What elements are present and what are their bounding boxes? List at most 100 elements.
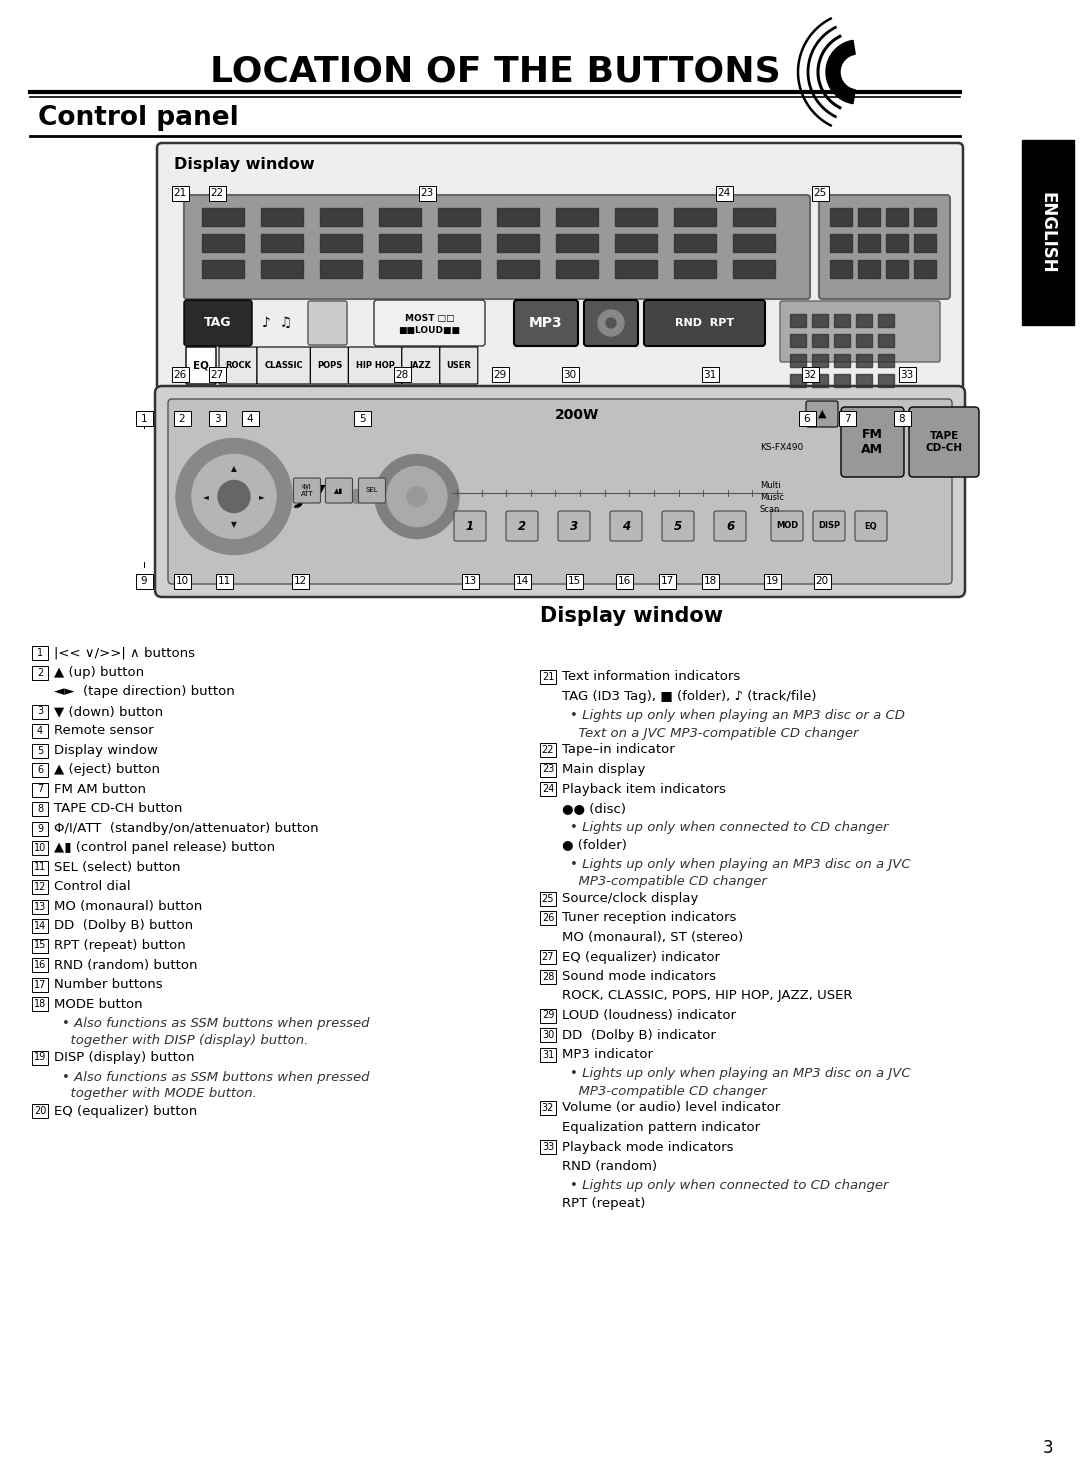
Text: 7: 7	[37, 785, 43, 795]
FancyBboxPatch shape	[610, 511, 642, 542]
Bar	[261, 208, 303, 225]
Text: 8: 8	[899, 413, 905, 423]
Text: Display window: Display window	[540, 606, 723, 627]
Text: Φ/I/ATT  (standby/on/attenuator) button: Φ/I/ATT (standby/on/attenuator) button	[54, 821, 319, 834]
FancyBboxPatch shape	[644, 300, 765, 346]
Text: 24: 24	[717, 189, 731, 199]
Text: 2: 2	[178, 413, 186, 423]
Text: 31: 31	[542, 1050, 554, 1060]
FancyBboxPatch shape	[168, 400, 951, 584]
Text: • Lights up only when playing an MP3 disc on a JVC: • Lights up only when playing an MP3 dis…	[570, 858, 910, 871]
Bar	[789, 354, 806, 367]
Text: FM
AM: FM AM	[861, 427, 883, 455]
FancyBboxPatch shape	[156, 386, 966, 597]
Text: FM AM button: FM AM button	[54, 783, 146, 796]
Bar	[32, 938, 48, 953]
Text: 33: 33	[542, 1142, 554, 1152]
Text: DD  (Dolby B) indicator: DD (Dolby B) indicator	[562, 1029, 716, 1041]
FancyBboxPatch shape	[806, 401, 838, 427]
Text: ▲: ▲	[231, 464, 237, 473]
Circle shape	[350, 489, 364, 504]
Bar	[32, 725, 48, 738]
Text: 3: 3	[214, 413, 220, 423]
FancyBboxPatch shape	[841, 407, 904, 477]
Bar	[32, 1104, 48, 1118]
FancyBboxPatch shape	[780, 302, 940, 362]
Bar	[733, 234, 775, 252]
Bar	[812, 354, 828, 367]
Bar	[32, 880, 48, 895]
Bar	[540, 911, 556, 925]
Text: 13: 13	[463, 577, 476, 587]
FancyBboxPatch shape	[454, 511, 486, 542]
Text: POPS: POPS	[316, 362, 342, 370]
Bar	[540, 969, 556, 984]
Bar	[540, 763, 556, 776]
Bar	[379, 208, 421, 225]
Bar	[32, 744, 48, 757]
Text: 6: 6	[804, 413, 810, 423]
Text: 24: 24	[542, 785, 554, 793]
Text: 22: 22	[542, 745, 554, 755]
Text: ROCK, CLASSIC, POPS, HIP HOP, JAZZ, USER: ROCK, CLASSIC, POPS, HIP HOP, JAZZ, USER	[562, 990, 852, 1003]
Bar	[208, 186, 226, 201]
Text: LOCATION OF THE BUTTONS: LOCATION OF THE BUTTONS	[210, 56, 781, 89]
Text: KS-FX490: KS-FX490	[760, 444, 804, 452]
Bar	[32, 782, 48, 796]
Text: SEL: SEL	[366, 488, 378, 493]
Text: 33: 33	[901, 369, 914, 379]
Circle shape	[407, 486, 427, 507]
Bar	[858, 261, 880, 278]
Bar	[615, 234, 657, 252]
Bar	[789, 313, 806, 326]
Bar	[834, 334, 850, 347]
Text: 19: 19	[33, 1053, 46, 1063]
Bar	[32, 997, 48, 1012]
Bar	[615, 208, 657, 225]
Bar	[32, 1051, 48, 1064]
Text: 21: 21	[542, 672, 554, 682]
Bar	[135, 411, 152, 426]
FancyBboxPatch shape	[771, 511, 804, 542]
Bar	[556, 234, 598, 252]
FancyBboxPatch shape	[294, 479, 321, 504]
Bar	[813, 574, 831, 589]
Bar	[32, 957, 48, 972]
Text: Text on a JVC MP3-compatible CD changer: Text on a JVC MP3-compatible CD changer	[570, 726, 859, 739]
Bar	[202, 261, 244, 278]
Bar	[886, 261, 908, 278]
Text: 20: 20	[815, 577, 828, 587]
Bar	[858, 208, 880, 225]
Text: LOUD (loudness) indicator: LOUD (loudness) indicator	[562, 1009, 735, 1022]
Bar	[32, 840, 48, 855]
Text: DD  (Dolby B) button: DD (Dolby B) button	[54, 919, 193, 933]
Bar	[513, 574, 530, 589]
FancyBboxPatch shape	[819, 195, 950, 299]
Bar	[715, 186, 732, 201]
Text: ▲ (eject) button: ▲ (eject) button	[54, 764, 160, 776]
Bar	[856, 334, 872, 347]
Bar	[789, 334, 806, 347]
Text: 6: 6	[37, 766, 43, 774]
Circle shape	[606, 318, 616, 328]
FancyBboxPatch shape	[308, 302, 347, 346]
Text: 11: 11	[217, 577, 231, 587]
Bar	[886, 234, 908, 252]
Text: Multi
Music
Scan: Multi Music Scan	[760, 482, 784, 514]
Text: 17: 17	[33, 979, 46, 990]
FancyBboxPatch shape	[157, 143, 963, 389]
Bar	[914, 234, 936, 252]
Bar	[32, 821, 48, 836]
Bar	[172, 186, 189, 201]
Bar	[878, 373, 894, 386]
Text: 29: 29	[494, 369, 507, 379]
Text: Sound mode indicators: Sound mode indicators	[562, 971, 716, 982]
Bar	[32, 666, 48, 679]
Text: HIP HOP: HIP HOP	[355, 362, 394, 370]
Text: ►: ►	[259, 492, 265, 501]
Bar	[834, 313, 850, 326]
Bar	[812, 313, 828, 326]
Text: MOD: MOD	[775, 521, 798, 530]
Text: 7: 7	[843, 413, 850, 423]
Text: RND (random) button: RND (random) button	[54, 959, 198, 972]
